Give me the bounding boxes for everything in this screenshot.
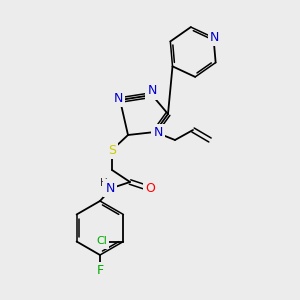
Text: S: S [108, 143, 116, 157]
Text: N: N [147, 85, 157, 98]
Text: O: O [145, 182, 155, 194]
Text: N: N [113, 92, 123, 104]
Text: H: H [100, 178, 108, 188]
Text: N: N [210, 31, 219, 44]
Text: N: N [153, 127, 163, 140]
Text: Cl: Cl [96, 236, 107, 247]
Text: F: F [96, 265, 103, 278]
Text: N: N [105, 182, 115, 194]
